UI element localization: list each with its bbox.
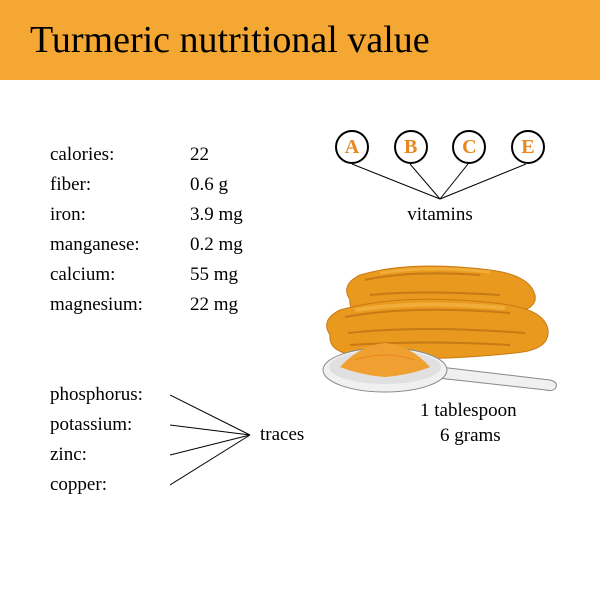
nutrition-label: calcium: xyxy=(50,264,190,286)
nutrition-row: calories: 22 xyxy=(50,140,243,170)
vitamin-circles: A B C E xyxy=(335,130,545,164)
nutrition-label: calories: xyxy=(50,144,190,166)
nutrition-label: fiber: xyxy=(50,174,190,196)
nutrition-row: fiber: 0.6 g xyxy=(50,170,243,200)
vitamin-circle: C xyxy=(452,130,486,164)
nutrition-table: calories: 22 fiber: 0.6 g iron: 3.9 mg m… xyxy=(50,140,243,320)
trace-item: potassium: xyxy=(50,410,143,440)
traces-group: phosphorus: potassium: zinc: copper: xyxy=(50,380,143,500)
serving-line1: 1 tablespoon xyxy=(420,400,517,422)
nutrition-value: 22 mg xyxy=(190,294,238,316)
trace-item: phosphorus: xyxy=(50,380,143,410)
page-title: Turmeric nutritional value xyxy=(30,18,430,62)
vitamins-connector-icon xyxy=(330,164,550,204)
vitamin-circle: A xyxy=(335,130,369,164)
serving-line2: 6 grams xyxy=(440,425,501,447)
traces-connector-icon xyxy=(170,380,260,500)
vitamin-circle: E xyxy=(511,130,545,164)
turmeric-illustration xyxy=(310,245,560,405)
trace-item: copper: xyxy=(50,470,143,500)
vitamin-circle: B xyxy=(394,130,428,164)
nutrition-row: manganese: 0.2 mg xyxy=(50,230,243,260)
nutrition-value: 0.2 mg xyxy=(190,234,243,256)
nutrition-label: manganese: xyxy=(50,234,190,256)
trace-item: zinc: xyxy=(50,440,143,470)
nutrition-value: 55 mg xyxy=(190,264,238,286)
nutrition-value: 22 xyxy=(190,144,209,166)
title-bar: Turmeric nutritional value xyxy=(0,0,600,80)
nutrition-value: 0.6 g xyxy=(190,174,228,196)
traces-label: traces xyxy=(260,424,304,446)
vitamins-area: A B C E vitamins xyxy=(330,130,550,226)
nutrition-row: magnesium: 22 mg xyxy=(50,290,243,320)
vitamins-label: vitamins xyxy=(330,204,550,226)
nutrition-label: magnesium: xyxy=(50,294,190,316)
nutrition-label: iron: xyxy=(50,204,190,226)
nutrition-row: iron: 3.9 mg xyxy=(50,200,243,230)
nutrition-row: calcium: 55 mg xyxy=(50,260,243,290)
nutrition-value: 3.9 mg xyxy=(190,204,243,226)
